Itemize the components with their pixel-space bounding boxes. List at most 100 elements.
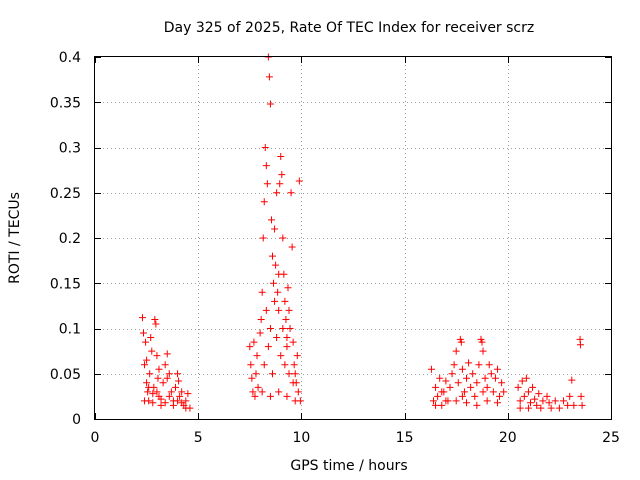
data-point: [529, 383, 537, 391]
data-point: [253, 352, 261, 360]
data-point: [452, 397, 460, 405]
y-tick-label: 0.15: [50, 276, 81, 292]
data-point: [277, 352, 285, 360]
data-point: [518, 377, 526, 385]
data-point: [294, 388, 302, 396]
data-point: [266, 100, 274, 108]
data-point: [485, 361, 493, 369]
data-point: [288, 243, 296, 251]
data-point: [153, 388, 161, 396]
data-point: [184, 390, 192, 398]
data-point: [178, 399, 186, 407]
data-point: [467, 383, 475, 391]
data-point: [157, 395, 165, 403]
data-point: [167, 388, 175, 396]
data-point: [256, 329, 264, 337]
data-point: [259, 234, 267, 242]
data-point: [174, 370, 182, 378]
data-point: [471, 392, 479, 400]
data-point: [514, 383, 522, 391]
points-layer: [138, 53, 586, 412]
data-point: [146, 370, 154, 378]
data-point: [159, 379, 167, 387]
data-point: [463, 399, 471, 407]
y-axis-label: ROTI / TECUs: [7, 192, 23, 284]
data-point: [284, 284, 292, 292]
data-point: [178, 388, 186, 396]
x-tick-label: 25: [602, 430, 620, 446]
data-point: [258, 288, 266, 296]
data-point: [275, 388, 283, 396]
grid-layer: [95, 57, 611, 419]
data-point: [153, 352, 161, 360]
data-point: [279, 325, 287, 332]
data-point: [250, 338, 258, 346]
data-point: [260, 198, 268, 206]
data-point: [516, 404, 524, 412]
data-point: [151, 315, 159, 323]
x-tick-label: 20: [499, 430, 517, 446]
y-tick-label: 0.1: [59, 322, 81, 338]
data-point: [429, 397, 437, 405]
data-point: [483, 397, 491, 405]
data-point: [496, 392, 504, 400]
data-point: [537, 404, 545, 412]
x-tick-label: 15: [396, 430, 414, 446]
data-point: [560, 397, 568, 405]
data-point: [473, 401, 481, 409]
data-point: [169, 401, 177, 409]
y-tick-label: 0.4: [59, 50, 81, 66]
data-point: [254, 383, 262, 391]
data-point: [273, 189, 281, 197]
data-point: [551, 397, 559, 405]
data-point: [174, 397, 182, 405]
data-point: [249, 388, 257, 396]
data-point: [533, 401, 541, 409]
data-point: [458, 392, 466, 400]
data-point: [155, 365, 163, 373]
data-point: [524, 404, 532, 412]
data-point: [285, 306, 293, 314]
data-point: [140, 329, 148, 337]
data-point: [446, 383, 454, 391]
data-point: [163, 374, 171, 382]
data-point: [491, 374, 499, 382]
data-point: [545, 399, 553, 407]
data-point: [154, 374, 162, 382]
data-point: [457, 338, 465, 346]
data-point: [266, 325, 274, 332]
data-point: [263, 180, 271, 188]
data-point: [543, 392, 551, 400]
data-point: [269, 252, 277, 260]
data-point: [163, 350, 171, 358]
data-point: [251, 392, 259, 400]
y-tick-label: 0.35: [50, 95, 81, 111]
data-point: [275, 306, 283, 314]
data-point: [274, 288, 282, 296]
data-point: [265, 73, 273, 81]
data-point: [161, 361, 169, 369]
data-point: [452, 347, 460, 355]
data-point: [516, 397, 524, 405]
data-point: [436, 374, 444, 382]
data-point: [252, 370, 260, 378]
data-point: [165, 392, 173, 400]
data-point: [273, 334, 281, 342]
data-point: [152, 320, 160, 328]
data-point: [535, 390, 543, 398]
data-point: [487, 370, 495, 378]
data-point: [267, 216, 275, 224]
data-point: [277, 153, 285, 161]
data-point: [555, 404, 563, 412]
data-point: [269, 370, 277, 378]
data-point: [145, 383, 153, 391]
data-point: [247, 361, 255, 369]
x-tick-labels: 0 5 10 15 20 25: [91, 430, 620, 446]
data-point: [271, 297, 279, 305]
data-point: [458, 365, 466, 373]
data-point: [481, 374, 489, 382]
data-point: [176, 392, 184, 400]
data-point: [568, 376, 576, 384]
data-point: [570, 401, 578, 409]
